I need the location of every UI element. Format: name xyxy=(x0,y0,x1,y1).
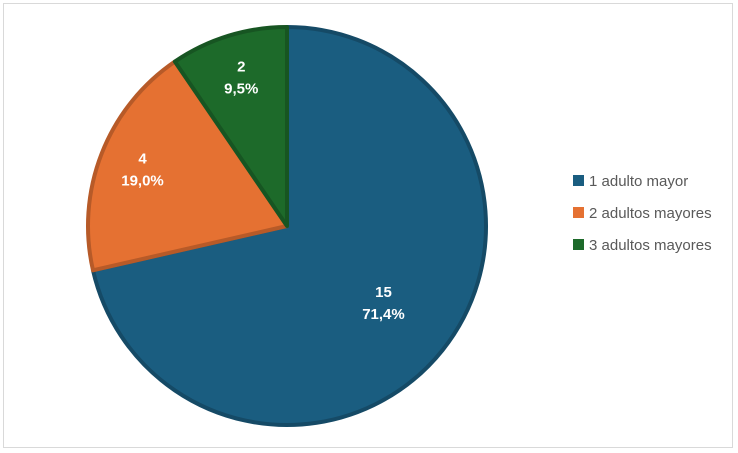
slice-percent-label: 19,0% xyxy=(121,172,164,189)
pie-slices xyxy=(86,25,488,427)
slice-value-label: 2 xyxy=(237,59,245,76)
legend-label: 2 adultos mayores xyxy=(589,205,712,222)
legend-swatch xyxy=(573,207,584,218)
slice-value-label: 4 xyxy=(138,150,147,167)
pie-slice-1 xyxy=(90,25,488,427)
legend-label: 3 adultos mayores xyxy=(589,237,712,254)
pie-slice-3 xyxy=(172,25,289,228)
slice-percent-label: 71,4% xyxy=(362,306,405,323)
legend-swatch xyxy=(573,175,584,186)
pie-slice-2 xyxy=(86,59,289,273)
legend: 1 adulto mayor 2 adultos mayores 3 adultos… xyxy=(573,173,712,254)
slice-percent-label: 9,5% xyxy=(224,81,258,98)
slice-value-label: 15 xyxy=(375,284,392,301)
pie-data-labels: 15 71,4% 4 19,0% 2 9,5% xyxy=(121,59,404,323)
legend-swatch xyxy=(573,239,584,250)
legend-label: 1 adulto mayor xyxy=(589,173,688,190)
